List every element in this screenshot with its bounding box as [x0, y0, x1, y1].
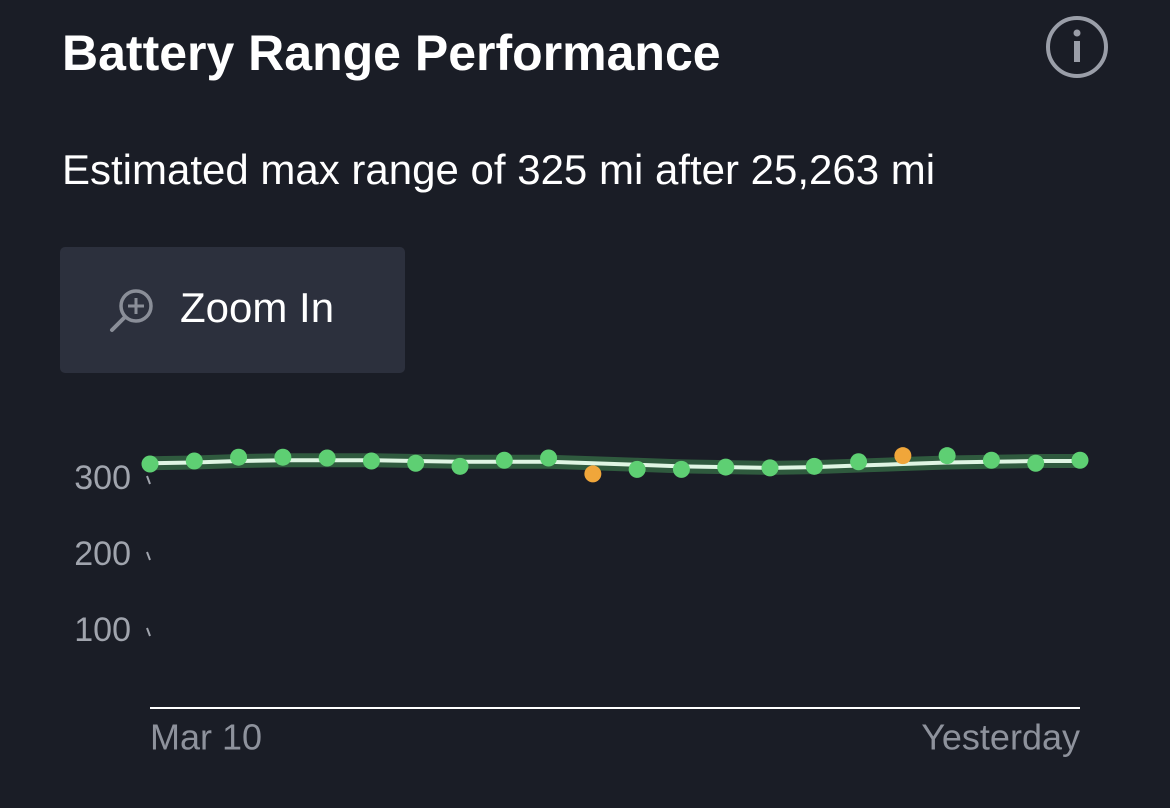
zoom-button-bg[interactable]: [60, 247, 405, 373]
data-point: [230, 448, 248, 466]
info-dot: [1073, 29, 1081, 37]
zoom-button[interactable]: Zoom In: [60, 247, 405, 373]
data-point: [318, 449, 336, 467]
y-tick: [146, 475, 151, 485]
data-point: [584, 465, 602, 483]
y-tick: [146, 551, 151, 561]
data-point: [628, 460, 646, 478]
data-point: [672, 460, 690, 478]
zoom-icon-handle: [110, 315, 127, 332]
title: Battery Range Performance: [62, 25, 721, 81]
data-point: [805, 457, 823, 475]
data-point: [540, 449, 558, 467]
data-point: [274, 448, 292, 466]
y-tick: [146, 627, 151, 637]
zoom-icon: [119, 289, 153, 323]
data-point: [451, 457, 469, 475]
trend-line: [149, 458, 1080, 470]
data-point: [141, 455, 159, 473]
subtitle: Estimated max range of 325 mi after 25,2…: [62, 146, 935, 193]
data-point: [717, 458, 735, 476]
info-button[interactable]: [1046, 16, 1108, 78]
data-point: [185, 452, 203, 470]
info-stem: [1074, 41, 1080, 62]
info-icon[interactable]: [1046, 16, 1108, 78]
data-point: [362, 452, 380, 470]
data-point: [938, 447, 956, 465]
zoom-button-label[interactable]: Zoom In: [180, 284, 334, 331]
data-point: [982, 451, 1000, 469]
data-point: [1071, 451, 1089, 469]
y-tick-label: 300: [74, 459, 131, 497]
y-tick-label: 200: [74, 535, 131, 573]
y-tick-label: 100: [74, 611, 131, 649]
data-point: [1027, 454, 1045, 472]
data-point: [850, 453, 868, 471]
data-point: [761, 459, 779, 477]
x-tick-label: Yesterday: [921, 717, 1080, 758]
data-point: [407, 454, 425, 472]
x-tick-label: Mar 10: [150, 717, 262, 758]
data-point: [894, 447, 912, 465]
data-point: [495, 451, 513, 469]
